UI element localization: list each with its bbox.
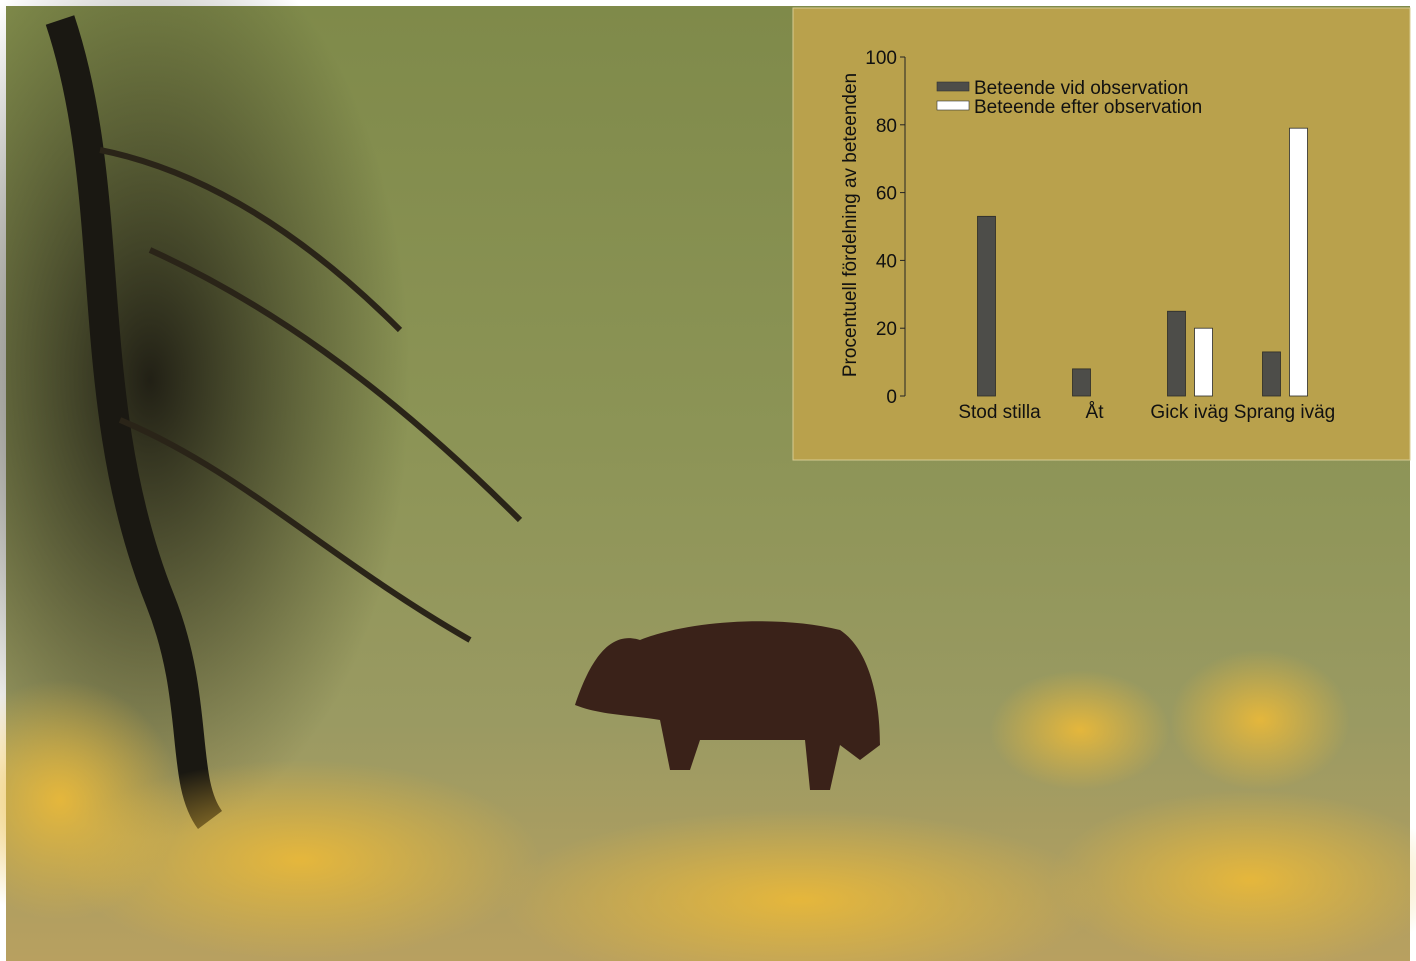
chart: Procentuell fördelning av beteenden 0 20 4… [840,48,1335,423]
bar [1167,310,1186,397]
flowers [990,670,1170,790]
x-tick-label: Stod stilla [958,402,1041,423]
bar [1072,368,1091,397]
tree-trunk [45,15,223,829]
tree-branches [99,147,523,643]
y-tick-label: 60 [876,184,897,205]
legend-label: Beteende vid observation [974,78,1188,99]
x-tick-label: Sprang iväg [1234,402,1335,423]
bar [1289,127,1308,397]
x-tick-label: Gick iväg [1150,402,1228,423]
flowers [0,680,180,920]
legend-swatch [936,81,970,92]
bar [1262,351,1281,397]
bar [977,215,996,397]
legend-label: Beteende efter observation [974,97,1202,118]
y-axis-label: Procentuell fördelning av beteenden [840,73,861,377]
y-tick-label: 80 [876,116,897,137]
flowers [1050,790,1416,961]
legend-swatch [936,100,970,111]
bar [1194,327,1213,397]
bear [575,621,880,790]
flowers [60,760,540,960]
y-tick-label: 40 [876,251,897,272]
flowers [1170,650,1350,790]
y-tick-label: 100 [865,48,897,69]
x-tick-label: Åt [1086,402,1105,423]
y-tick-label: 20 [876,319,897,340]
flowers [500,810,1100,961]
y-tick-label: 0 [886,387,897,408]
